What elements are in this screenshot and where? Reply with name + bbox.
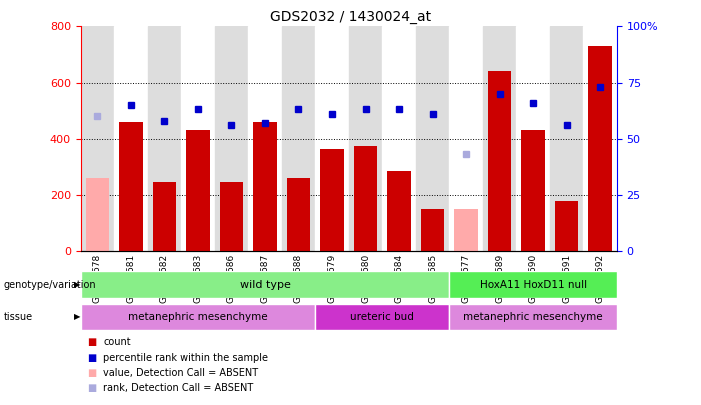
Bar — [449, 26, 483, 251]
Text: HoxA11 HoxD11 null: HoxA11 HoxD11 null — [479, 279, 587, 290]
Text: ■: ■ — [88, 337, 97, 347]
Text: metanephric mesenchyme: metanephric mesenchyme — [128, 312, 268, 322]
Bar — [449, 271, 617, 298]
Bar — [349, 26, 382, 251]
Bar — [114, 26, 148, 251]
Bar — [421, 209, 444, 251]
Bar — [522, 130, 545, 251]
Bar — [449, 304, 617, 330]
Bar — [186, 130, 210, 251]
Bar — [550, 26, 583, 251]
Bar — [282, 26, 315, 251]
Bar — [86, 178, 109, 251]
Bar — [253, 122, 277, 251]
Text: ▶: ▶ — [74, 280, 80, 289]
Bar — [483, 26, 517, 251]
Bar — [315, 304, 449, 330]
Bar — [583, 26, 617, 251]
Bar — [81, 271, 449, 298]
Bar — [219, 182, 243, 251]
Bar — [517, 26, 550, 251]
Text: ■: ■ — [88, 368, 97, 378]
Bar — [181, 26, 215, 251]
Bar — [588, 46, 612, 251]
Text: wild type: wild type — [240, 279, 290, 290]
Text: ▶: ▶ — [74, 312, 80, 322]
Bar — [119, 122, 142, 251]
Text: rank, Detection Call = ABSENT: rank, Detection Call = ABSENT — [103, 384, 253, 393]
Bar — [153, 182, 176, 251]
Bar — [354, 146, 377, 251]
Text: GDS2032 / 1430024_at: GDS2032 / 1430024_at — [270, 10, 431, 24]
Text: count: count — [103, 337, 130, 347]
Bar — [416, 26, 449, 251]
Text: tissue: tissue — [4, 312, 33, 322]
Bar — [81, 304, 315, 330]
Text: metanephric mesenchyme: metanephric mesenchyme — [463, 312, 603, 322]
Text: value, Detection Call = ABSENT: value, Detection Call = ABSENT — [103, 368, 258, 378]
Bar — [287, 178, 311, 251]
Text: ■: ■ — [88, 384, 97, 393]
Bar — [382, 26, 416, 251]
Bar — [555, 200, 578, 251]
Bar — [248, 26, 282, 251]
Text: ■: ■ — [88, 353, 97, 362]
Bar — [315, 26, 349, 251]
Bar — [148, 26, 181, 251]
Bar — [81, 26, 114, 251]
Bar — [215, 26, 248, 251]
Text: percentile rank within the sample: percentile rank within the sample — [103, 353, 268, 362]
Text: ureteric bud: ureteric bud — [350, 312, 414, 322]
Bar — [488, 71, 511, 251]
Bar — [454, 209, 478, 251]
Bar — [387, 171, 411, 251]
Bar — [320, 149, 343, 251]
Text: genotype/variation: genotype/variation — [4, 279, 96, 290]
